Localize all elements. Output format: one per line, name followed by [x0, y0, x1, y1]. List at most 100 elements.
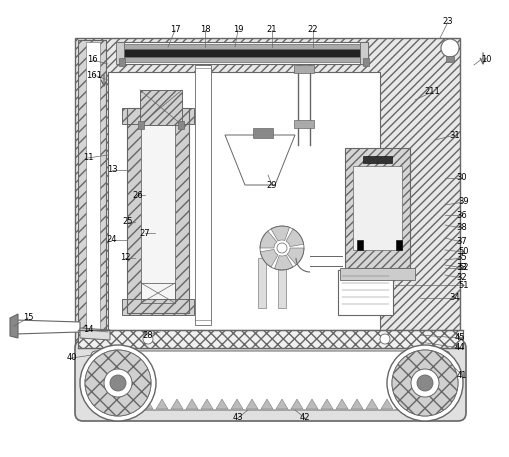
Polygon shape [260, 231, 276, 248]
Bar [337, 270, 392, 315]
Circle shape [416, 375, 432, 391]
Bar [116, 42, 124, 64]
Text: 32: 32 [456, 273, 466, 282]
Text: 15: 15 [23, 314, 33, 323]
Bar [395, 240, 401, 250]
Circle shape [80, 345, 156, 421]
Text: 21: 21 [266, 26, 277, 34]
Text: 11: 11 [82, 154, 93, 163]
Bar [78, 330, 462, 348]
Polygon shape [126, 399, 138, 409]
Text: 28: 28 [143, 330, 153, 340]
Polygon shape [380, 399, 392, 409]
Bar [108, 72, 379, 330]
Bar [140, 124, 175, 299]
Circle shape [379, 334, 389, 344]
Text: 37: 37 [456, 238, 466, 246]
Text: 18: 18 [200, 26, 210, 34]
Polygon shape [140, 399, 153, 409]
Text: 33: 33 [456, 264, 466, 272]
Bar [175, 108, 189, 313]
Circle shape [391, 350, 457, 416]
Bar [362, 58, 369, 66]
Polygon shape [410, 399, 422, 409]
Polygon shape [261, 399, 272, 409]
Polygon shape [291, 399, 302, 409]
Text: 10: 10 [480, 55, 490, 64]
Polygon shape [245, 399, 258, 409]
Polygon shape [80, 328, 110, 340]
Circle shape [386, 345, 462, 421]
Text: 41: 41 [456, 371, 466, 379]
Polygon shape [171, 399, 183, 409]
Text: 44: 44 [454, 344, 464, 352]
Bar [140, 283, 175, 303]
Polygon shape [10, 314, 18, 338]
Text: 38: 38 [456, 223, 466, 233]
Text: 45: 45 [454, 334, 464, 342]
Bar [362, 156, 391, 163]
Bar [445, 56, 453, 62]
Bar [86, 42, 100, 342]
Bar [352, 166, 401, 250]
Bar [344, 148, 409, 268]
Polygon shape [231, 399, 242, 409]
Polygon shape [286, 229, 303, 247]
Polygon shape [395, 399, 407, 409]
Text: 50: 50 [458, 248, 468, 256]
Text: 29: 29 [266, 181, 277, 190]
Bar [293, 120, 314, 128]
Text: 16: 16 [87, 55, 97, 64]
Text: 26: 26 [132, 191, 143, 200]
Text: 13: 13 [106, 165, 117, 175]
Polygon shape [274, 255, 293, 270]
Text: 14: 14 [82, 325, 93, 335]
Bar [293, 65, 314, 73]
Polygon shape [260, 250, 277, 267]
Bar [119, 58, 125, 66]
Polygon shape [111, 399, 123, 409]
Text: 40: 40 [67, 354, 77, 362]
Bar [140, 90, 182, 125]
Bar [122, 47, 363, 57]
Text: 35: 35 [456, 254, 466, 262]
Circle shape [440, 39, 458, 57]
Polygon shape [216, 399, 228, 409]
Text: 36: 36 [456, 211, 466, 219]
Polygon shape [201, 399, 213, 409]
Text: 22: 22 [307, 26, 318, 34]
Text: 161: 161 [86, 70, 102, 80]
Polygon shape [350, 399, 362, 409]
Text: 19: 19 [232, 26, 243, 34]
Polygon shape [287, 248, 303, 265]
Circle shape [276, 243, 287, 253]
Bar [78, 40, 106, 344]
Bar [138, 121, 144, 129]
Text: 25: 25 [123, 218, 133, 227]
Text: 27: 27 [139, 228, 150, 238]
Bar [127, 108, 189, 313]
Text: 42: 42 [299, 414, 309, 423]
Text: 31: 31 [449, 131, 460, 139]
Circle shape [85, 350, 151, 416]
Bar [356, 240, 362, 250]
Text: 12: 12 [120, 254, 130, 262]
Polygon shape [270, 226, 289, 241]
Bar [340, 268, 414, 280]
FancyBboxPatch shape [91, 351, 449, 410]
Bar [277, 258, 286, 308]
Text: 24: 24 [106, 235, 117, 244]
Text: 39: 39 [458, 197, 468, 207]
Polygon shape [156, 399, 167, 409]
Text: 51: 51 [458, 281, 468, 289]
Circle shape [391, 350, 457, 416]
Bar [359, 42, 367, 64]
Text: 43: 43 [232, 414, 243, 423]
Bar [75, 38, 459, 346]
Text: 211: 211 [423, 87, 439, 96]
Bar [122, 108, 193, 124]
Polygon shape [15, 320, 80, 334]
Circle shape [410, 369, 438, 397]
Polygon shape [186, 399, 197, 409]
Polygon shape [320, 399, 332, 409]
